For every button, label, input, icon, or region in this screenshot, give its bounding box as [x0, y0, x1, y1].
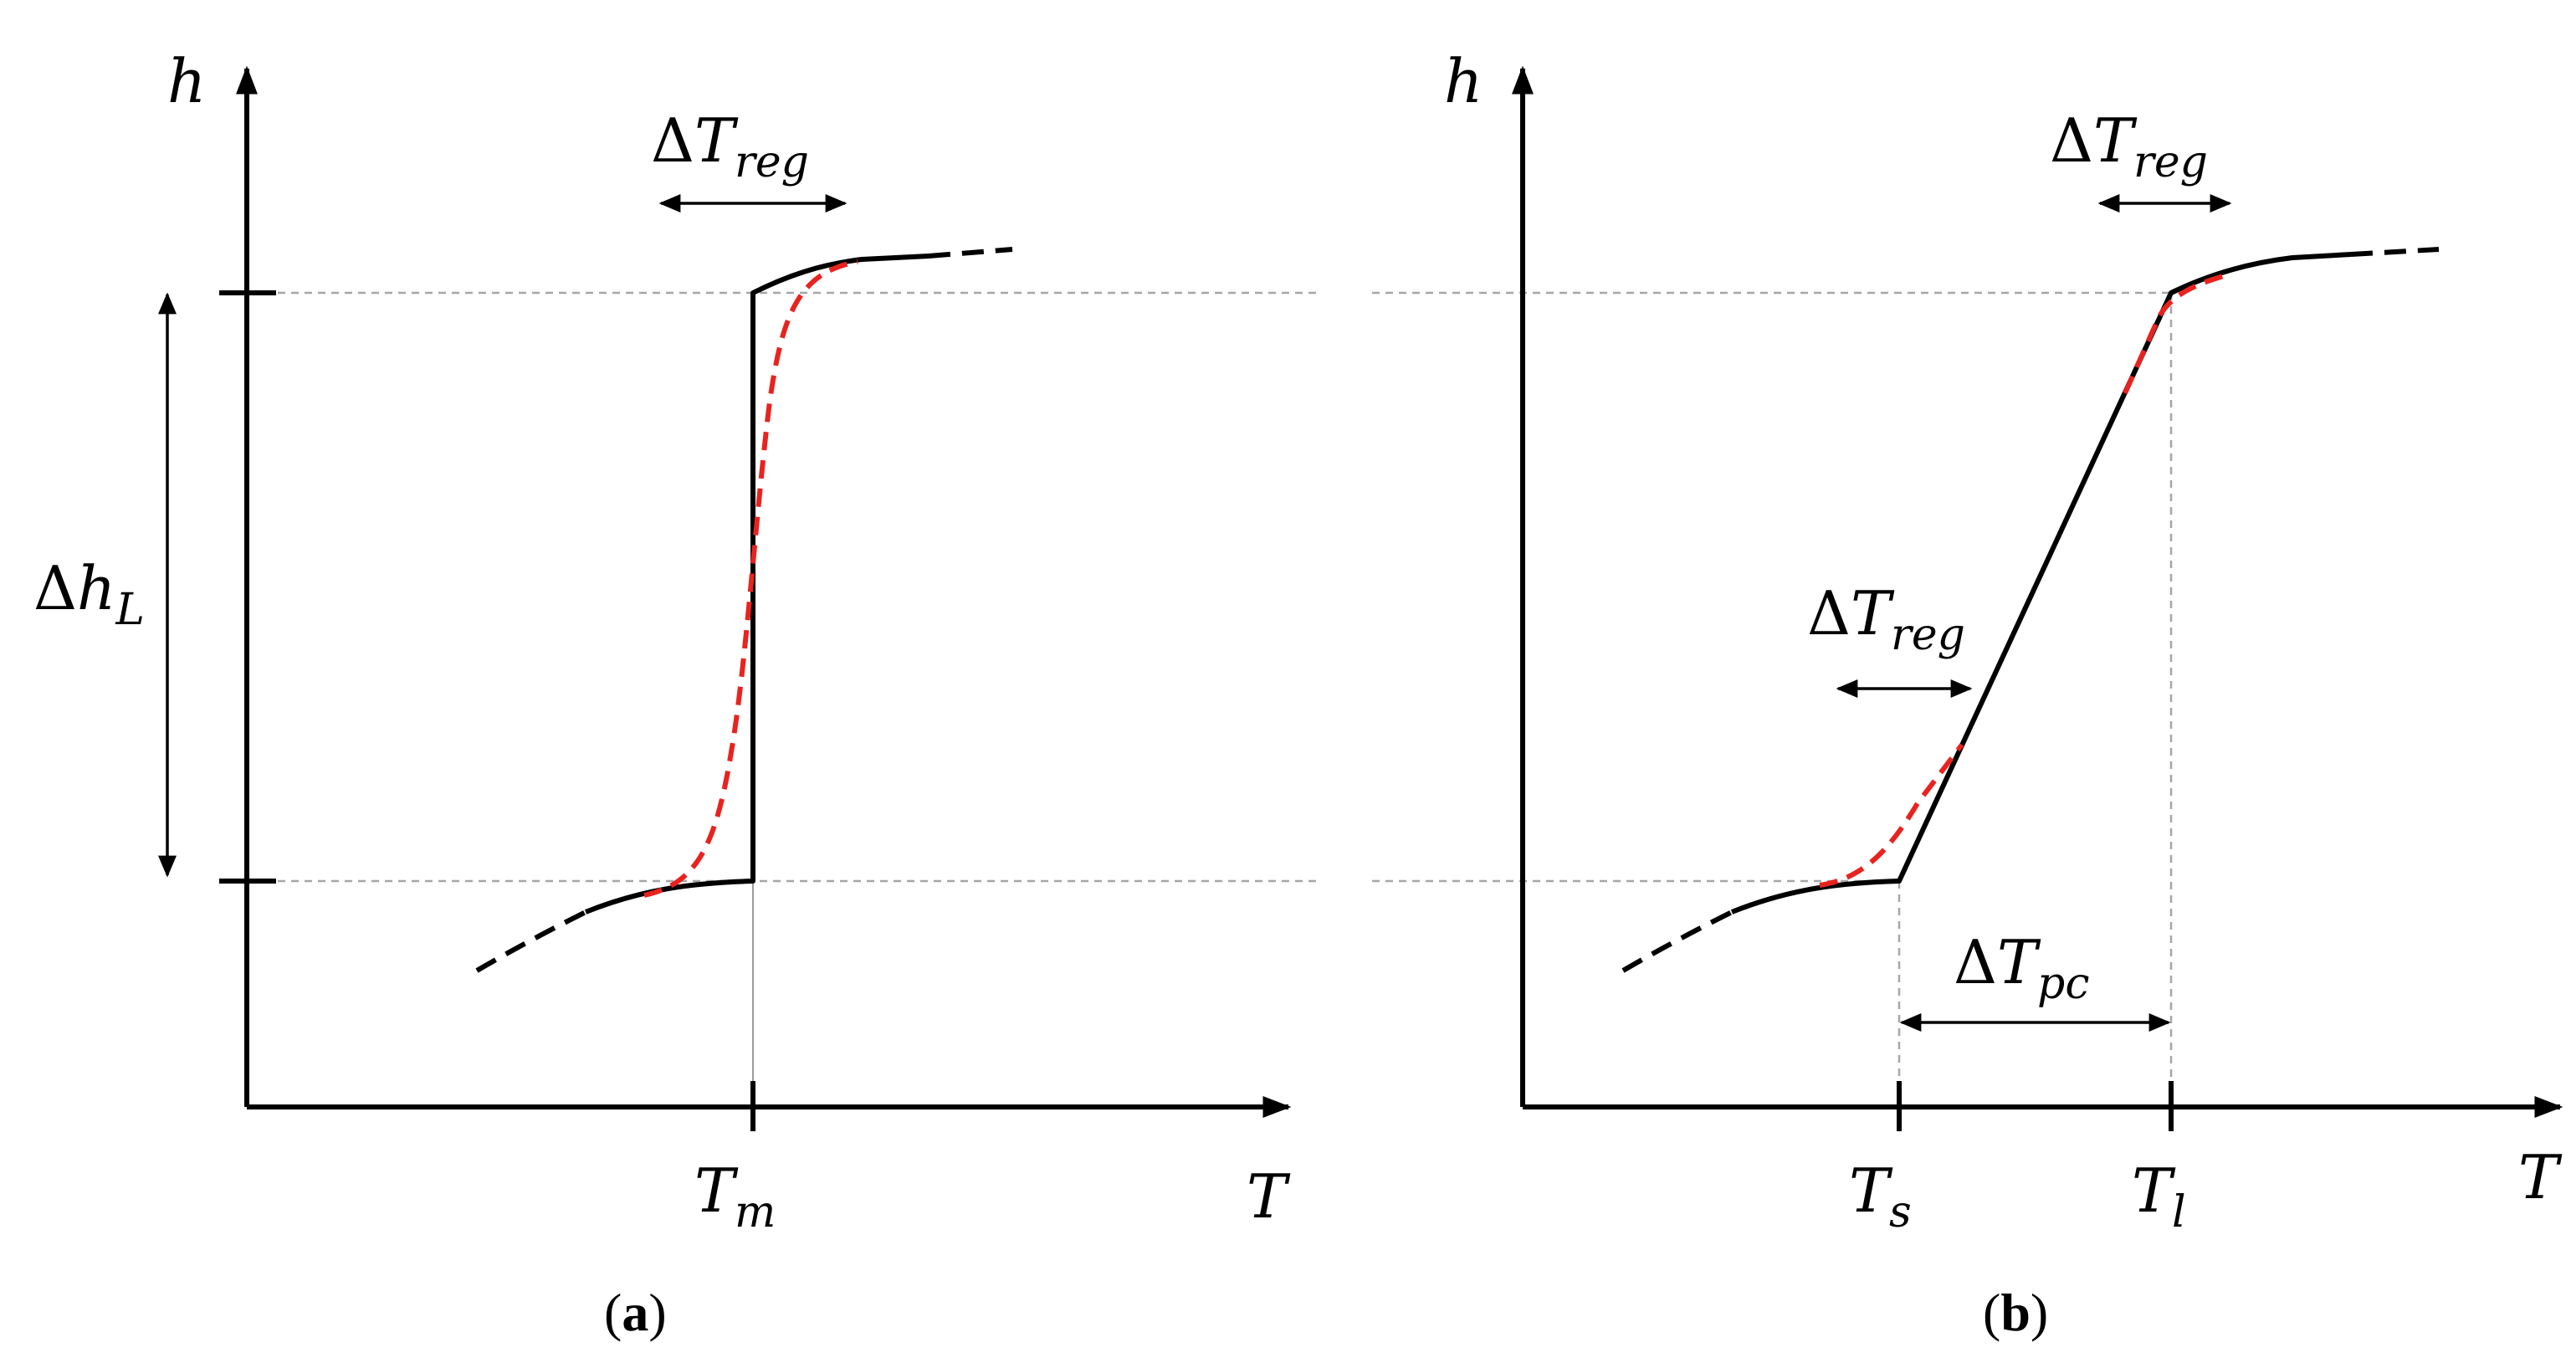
panel-b-tl-label: Tl — [2132, 1155, 2186, 1237]
panel-a-delta-t-reg-label: ΔTreg — [651, 105, 809, 187]
panel-a-y-axis-label: h — [167, 46, 206, 116]
panel-a-enthalpy-curve-dashed-low — [475, 910, 587, 973]
panel-a-tm-label: Tm — [694, 1155, 776, 1237]
panel-a-regularized-curve — [643, 259, 858, 898]
panel-a-enthalpy-curve-dashed-high — [928, 247, 1013, 259]
panel-a: h T ΔTreg ΔhL Tm (a) — [33, 46, 1322, 1342]
panel-b-enthalpy-curve — [1730, 252, 2352, 915]
panel-a-x-axis-label: T — [1247, 1161, 1291, 1232]
panel-a-caption: (a) — [604, 1283, 667, 1342]
panel-b-delta-t-reg-top-label: ΔTreg — [2050, 105, 2208, 187]
panel-b-y-axis-label: h — [1444, 46, 1483, 116]
panel-b-regularized-curve-high — [2123, 272, 2230, 395]
panel-b-regularized-curve-low — [1819, 743, 1964, 888]
panel-b-ts-label: Ts — [1849, 1155, 1912, 1237]
panel-b-enthalpy-curve-dashed-low — [1621, 910, 1734, 973]
panel-b-enthalpy-curve-dashed-high — [2350, 247, 2440, 257]
panel-a-enthalpy-curve — [584, 254, 930, 915]
panel-b-delta-t-reg-mid-label: ΔTreg — [1807, 578, 1965, 660]
panel-a-delta-h-label: ΔhL — [33, 553, 145, 635]
panel-b-caption: (b) — [1983, 1283, 2048, 1342]
panel-b-x-axis-label: T — [2518, 1142, 2563, 1212]
panel-b: h T ΔTreg ΔTreg ΔTpc Ts Tl (b) — [1372, 46, 2563, 1342]
panel-b-delta-t-pc-label: ΔTpc — [1954, 927, 2089, 1009]
